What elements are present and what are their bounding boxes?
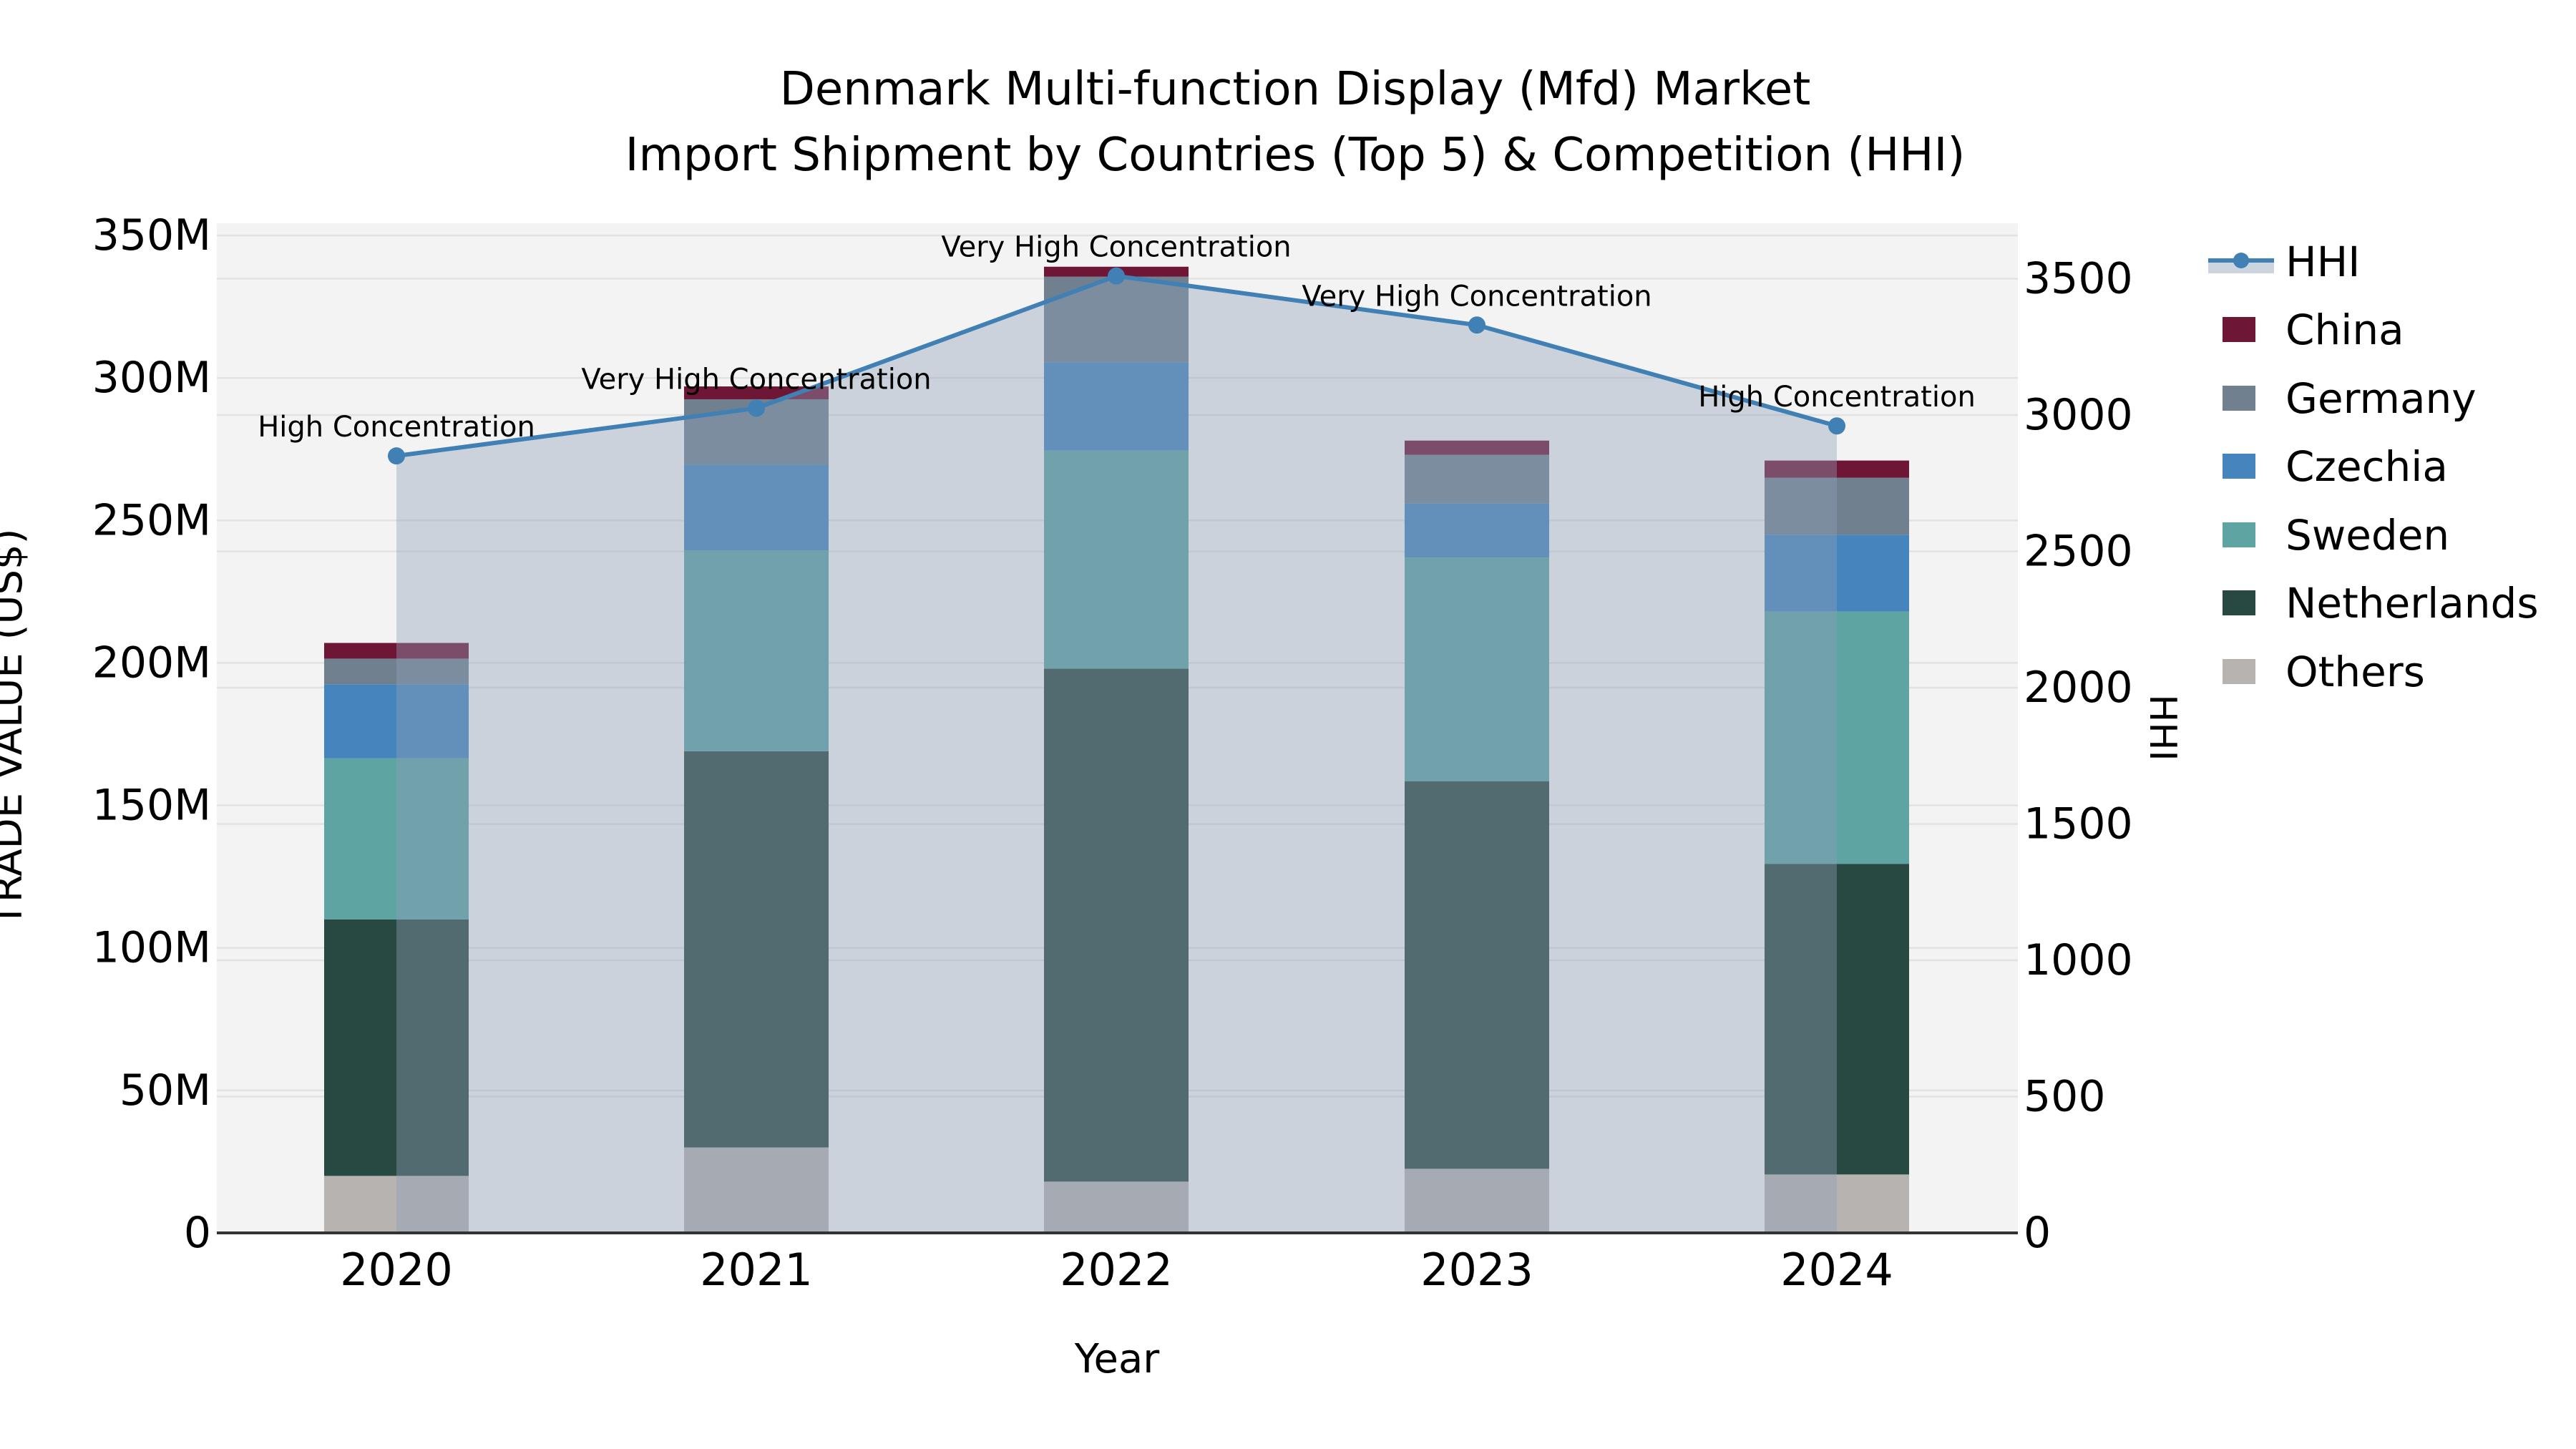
bar-segment-china-2023	[1405, 440, 1549, 455]
hhi-marker-2023	[1468, 316, 1485, 334]
bar-segment-czechia-2024	[1765, 535, 1909, 612]
y-left-tick-label: 350M	[92, 210, 211, 260]
legend-label-china: China	[2285, 306, 2404, 354]
bar-segment-china-2024	[1765, 460, 1909, 478]
y-left-tick-label: 200M	[92, 638, 211, 688]
x-tick-label-2022: 2022	[1060, 1244, 1173, 1296]
legend-item-germany: Germany	[2223, 374, 2477, 423]
y-right-tick-label: 3000	[2024, 390, 2133, 440]
x-tick-label-2020: 2020	[340, 1244, 453, 1296]
annotation-2022: Very High Concentration	[941, 231, 1291, 264]
legend-swatch-germany	[2223, 386, 2255, 411]
bar-segment-netherlands-2022	[1044, 668, 1189, 1182]
y-left-tick-label: 50M	[119, 1065, 211, 1116]
bar-segment-sweden-2024	[1765, 611, 1909, 864]
legend-item-others: Others	[2223, 648, 2425, 696]
bar-segment-sweden-2023	[1405, 557, 1549, 781]
bar-segment-others-2024	[1765, 1174, 1909, 1233]
y-left-tick-label: 100M	[92, 923, 211, 973]
y-left-tick-label: 300M	[92, 353, 211, 403]
x-axis-title: Year	[1074, 1336, 1161, 1382]
chart-title-line2: Import Shipment by Countries (Top 5) & C…	[625, 129, 1966, 182]
y-left-tick-label: 150M	[92, 781, 211, 831]
x-tick-label-2023: 2023	[1420, 1244, 1533, 1296]
y-right-tick-label: 3500	[2024, 254, 2133, 304]
y-right-tick-label: 2000	[2024, 663, 2133, 713]
y-left-tick-label: 250M	[92, 495, 211, 545]
legend-hhi-marker-swatch	[2233, 253, 2249, 268]
legend-label-hhi: HHI	[2285, 238, 2360, 286]
bar-segment-czechia-2021	[684, 464, 829, 551]
bar-segment-netherlands-2021	[684, 751, 829, 1148]
legend-label-czechia: Czechia	[2285, 442, 2448, 491]
y-right-tick-label: 2500	[2024, 527, 2133, 577]
legend-label-netherlands: Netherlands	[2285, 579, 2539, 628]
bar-segment-czechia-2023	[1405, 503, 1549, 558]
bar-segment-sweden-2022	[1044, 450, 1189, 669]
legend-swatch-sweden	[2223, 522, 2255, 547]
bar-segment-china-2020	[324, 643, 469, 659]
bar-segment-sweden-2020	[324, 758, 469, 919]
bar-segment-germany-2024	[1765, 477, 1909, 535]
hhi-marker-2021	[748, 399, 765, 417]
annotation-2020: High Concentration	[258, 411, 535, 444]
legend-swatch-others	[2223, 659, 2255, 684]
annotation-2021: Very High Concentration	[581, 363, 931, 396]
legend-item-china: China	[2223, 306, 2404, 354]
y-axis-title-left: TRADE VALUE (US$)	[0, 529, 31, 928]
bar-segment-others-2020	[324, 1176, 469, 1233]
annotation-2023: Very High Concentration	[1302, 280, 1652, 313]
y-left-tick-label: 0	[184, 1208, 211, 1258]
y-right-tick-label: 1500	[2024, 799, 2133, 849]
bar-segment-sweden-2021	[684, 550, 829, 751]
y-right-tick-label: 0	[2024, 1208, 2051, 1258]
chart-title-line1: Denmark Multi-function Display (Mfd) Mar…	[780, 63, 1811, 116]
bar-segment-germany-2022	[1044, 276, 1189, 363]
y-right-tick-label: 1000	[2024, 935, 2133, 985]
bar-segment-netherlands-2020	[324, 919, 469, 1176]
hhi-area-fill	[396, 275, 1837, 1234]
bar-segment-germany-2023	[1405, 454, 1549, 504]
legend-swatch-china	[2223, 317, 2255, 342]
bar-segment-czechia-2022	[1044, 362, 1189, 451]
x-tick-label-2024: 2024	[1780, 1244, 1893, 1296]
annotation-2024: High Concentration	[1698, 381, 1976, 414]
bar-segment-others-2022	[1044, 1181, 1189, 1233]
bar-segment-others-2021	[684, 1147, 829, 1233]
bar-segment-others-2023	[1405, 1169, 1549, 1233]
hhi-marker-2024	[1828, 417, 1845, 435]
legend-swatch-czechia	[2223, 454, 2255, 479]
hhi-marker-2020	[388, 447, 405, 465]
legend-swatch-netherlands	[2223, 590, 2255, 615]
legend-label-sweden: Sweden	[2285, 511, 2449, 560]
bar-segment-netherlands-2023	[1405, 781, 1549, 1169]
bar-segment-czechia-2020	[324, 684, 469, 758]
y-right-tick-label: 500	[2024, 1072, 2106, 1122]
hhi-marker-2022	[1108, 267, 1125, 285]
x-tick-label-2021: 2021	[700, 1244, 813, 1296]
legend-label-germany: Germany	[2285, 374, 2477, 423]
legend-item-netherlands: Netherlands	[2223, 579, 2539, 628]
bar-segment-germany-2020	[324, 658, 469, 685]
bar-segment-netherlands-2024	[1765, 864, 1909, 1175]
y-axis-title-right: HHI	[2141, 694, 2184, 761]
legend-item-hhi: HHI	[2208, 238, 2360, 286]
legend-item-czechia: Czechia	[2223, 442, 2448, 491]
legend-item-sweden: Sweden	[2223, 511, 2449, 560]
legend-label-others: Others	[2285, 648, 2425, 696]
